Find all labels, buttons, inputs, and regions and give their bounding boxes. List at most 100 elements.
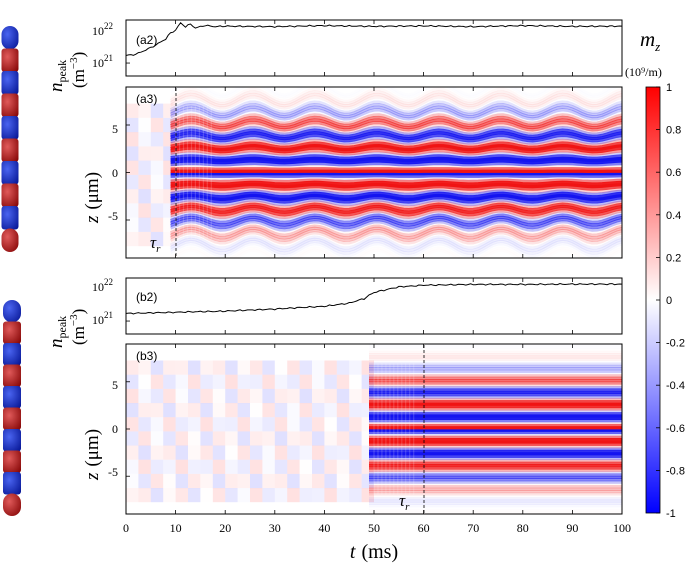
stripe-band [169, 231, 622, 245]
noise-cell [126, 174, 139, 190]
stripe-band [170, 176, 622, 181]
noise-cell [138, 132, 150, 146]
noise-cell [138, 389, 150, 403]
panel-a2-frame [125, 19, 623, 77]
noise-cell [237, 388, 250, 404]
noise-cell [349, 473, 362, 489]
noise-cell [336, 417, 350, 432]
panel-b3-tau-label: τr [399, 491, 410, 513]
noise-cell [287, 374, 300, 389]
noise-cell [175, 417, 188, 432]
colorbar-tick-label: -0.2 [666, 338, 685, 350]
noise-cell [126, 460, 138, 474]
stripe-band [170, 126, 622, 136]
noise-cell [262, 417, 275, 432]
noise-cell [200, 431, 213, 446]
noise-cell [188, 374, 201, 389]
noise-cell [163, 459, 176, 474]
noise-cell [138, 445, 151, 460]
noise-cell [225, 473, 238, 489]
noise-cell [126, 103, 139, 118]
stripe-band [169, 226, 622, 240]
noise-cell [324, 360, 337, 375]
noise-cell [175, 473, 188, 489]
noise-cell [237, 473, 250, 489]
noise-cell [138, 217, 151, 232]
x-tick-label: 100 [613, 521, 631, 535]
noise-cell [126, 403, 139, 418]
noise-cell [150, 403, 164, 418]
panel-a2-npeak-line [125, 22, 623, 56]
x-tick-label: 70 [467, 521, 479, 535]
noise-cell [138, 375, 150, 389]
noise-cell [287, 417, 299, 431]
x-tick-label: 10 [170, 521, 182, 535]
panel-a3-ztick-0: 0 [112, 166, 118, 180]
noise-cell [274, 488, 288, 503]
noise-cell [138, 160, 151, 175]
stripe-band [170, 193, 622, 202]
noise-cell [250, 488, 263, 503]
colorbar-tick-label: 0.8 [666, 125, 681, 137]
bead [1, 48, 19, 72]
stripe-band [170, 185, 622, 191]
noise-cell [274, 431, 288, 446]
noise-cell [274, 459, 288, 474]
panel-a3-ztick-5: 5 [112, 122, 118, 136]
x-tick-label: 30 [269, 521, 281, 535]
stripe-band [170, 202, 622, 212]
colorbar-tick-label: 1 [666, 82, 672, 94]
panel-b3-ztick-0: 0 [112, 422, 118, 436]
noise-cell [175, 459, 188, 474]
noise-cell [163, 488, 175, 502]
noise-cell [336, 488, 350, 503]
noise-cell [150, 132, 164, 147]
stripe-band [169, 105, 622, 119]
noise-cell [287, 431, 300, 446]
noise-cell [349, 375, 361, 389]
noise-cell [312, 403, 325, 418]
noise-cell [324, 374, 337, 389]
noise-cell [200, 388, 213, 404]
noise-cell [150, 459, 164, 474]
noise-cell [274, 388, 288, 404]
stripe-band [169, 237, 622, 253]
noise-cell [126, 360, 139, 375]
noise-cell [213, 403, 225, 417]
stripe-band [170, 118, 622, 130]
colorbar-tick-label: 0.6 [666, 167, 681, 179]
noise-cell [138, 103, 151, 118]
panel-a3-tau-label: τr [150, 233, 161, 255]
noise-cell [150, 473, 164, 489]
noise-cell [126, 388, 139, 404]
panel-b3-ztick-5: 5 [112, 378, 118, 392]
stripe-band [169, 235, 622, 250]
noise-cell [188, 431, 200, 445]
noise-cell [150, 146, 164, 161]
stripe-band [170, 131, 622, 141]
noise-cell [175, 403, 188, 418]
noise-cell [150, 217, 164, 232]
bead [3, 343, 21, 366]
noise-cell [336, 431, 350, 446]
noise-cell [138, 118, 150, 132]
noise-cell [250, 374, 263, 389]
stripe-band [170, 167, 622, 171]
noise-cell [200, 445, 213, 460]
noise-cell [238, 361, 250, 375]
panel-a3-ztick-minus5: -5 [108, 209, 118, 223]
noise-cell [349, 431, 362, 446]
noise-cell [336, 445, 350, 460]
noise-cell [212, 374, 226, 389]
panel-b2-npeak-line [125, 282, 623, 315]
stripe-band [169, 90, 622, 106]
stripe-band [170, 206, 622, 217]
noise-cell [213, 389, 225, 403]
bead [3, 300, 21, 323]
stripe-band [169, 224, 622, 237]
noise-cell [188, 360, 201, 375]
noise-cell [225, 360, 238, 375]
noise-cell [324, 445, 337, 460]
noise-cell [312, 473, 325, 489]
noise-cell [175, 445, 188, 460]
